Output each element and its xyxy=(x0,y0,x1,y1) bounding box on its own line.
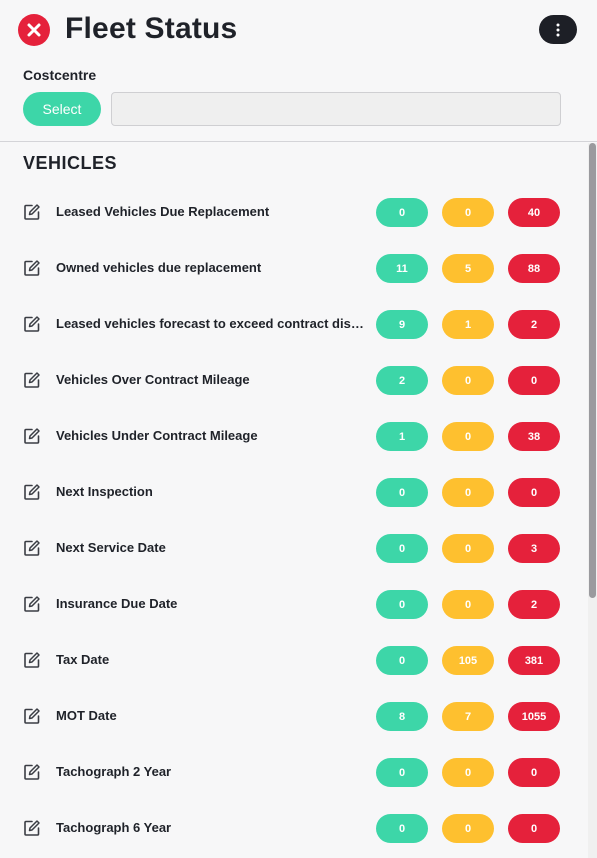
more-menu-button[interactable] xyxy=(539,15,577,44)
row-label: Vehicles Under Contract Mileage xyxy=(56,428,258,443)
red-count-badge[interactable]: 2 xyxy=(508,310,560,339)
amber-count-badge[interactable]: 7 xyxy=(442,702,494,731)
list-item: Owned vehicles due replacement 11 5 88 xyxy=(0,240,585,296)
edit-icon[interactable] xyxy=(23,707,41,725)
costcentre-input[interactable] xyxy=(111,92,561,126)
red-count-badge[interactable]: 38 xyxy=(508,422,560,451)
amber-count-badge[interactable]: 105 xyxy=(442,646,494,675)
edit-icon[interactable] xyxy=(23,203,41,221)
amber-count-badge[interactable]: 5 xyxy=(442,254,494,283)
list-item: Leased vehicles forecast to exceed contr… xyxy=(0,296,585,352)
amber-count-badge[interactable]: 1 xyxy=(442,310,494,339)
edit-icon[interactable] xyxy=(23,819,41,837)
row-label: Vehicles Over Contract Mileage xyxy=(56,372,250,387)
green-count-badge[interactable]: 8 xyxy=(376,702,428,731)
vehicle-status-list: Leased Vehicles Due Replacement 0 0 40 Owned… xyxy=(0,184,585,856)
red-count-badge[interactable]: 1055 xyxy=(508,702,560,731)
amber-count-badge[interactable]: 0 xyxy=(442,814,494,843)
list-item: Tachograph 2 Year 0 0 0 xyxy=(0,744,585,800)
amber-count-badge[interactable]: 0 xyxy=(442,198,494,227)
green-count-badge[interactable]: 0 xyxy=(376,478,428,507)
edit-icon[interactable] xyxy=(23,427,41,445)
row-label: Insurance Due Date xyxy=(56,596,178,611)
list-item: Leased Vehicles Due Replacement 0 0 40 xyxy=(0,184,585,240)
list-item: Tachograph 6 Year 0 0 0 xyxy=(0,800,585,856)
edit-icon[interactable] xyxy=(23,539,41,557)
red-count-badge[interactable]: 2 xyxy=(508,590,560,619)
red-count-badge[interactable]: 381 xyxy=(508,646,560,675)
green-count-badge[interactable]: 0 xyxy=(376,534,428,563)
green-count-badge[interactable]: 0 xyxy=(376,814,428,843)
amber-count-badge[interactable]: 0 xyxy=(442,758,494,787)
scrollbar[interactable] xyxy=(588,143,597,858)
row-label: Tachograph 2 Year xyxy=(56,764,172,779)
row-label: Next Service Date xyxy=(56,540,166,555)
edit-icon[interactable] xyxy=(23,259,41,277)
amber-count-badge[interactable]: 0 xyxy=(442,534,494,563)
edit-icon[interactable] xyxy=(23,371,41,389)
row-label: Next Inspection xyxy=(56,484,153,499)
amber-count-badge[interactable]: 0 xyxy=(442,422,494,451)
header: Fleet Status Costcentre Select xyxy=(0,0,597,142)
row-label: Leased vehicles forecast to exceed contr… xyxy=(56,316,364,331)
list-item: MOT Date 8 7 1055 xyxy=(0,688,585,744)
vehicles-panel: VEHICLES Leased Vehicles Due Replacement… xyxy=(0,143,597,858)
edit-icon[interactable] xyxy=(23,763,41,781)
row-label: Leased Vehicles Due Replacement xyxy=(56,204,270,219)
red-count-badge[interactable]: 0 xyxy=(508,478,560,507)
close-button[interactable] xyxy=(18,14,50,46)
section-title: VEHICLES xyxy=(23,153,118,173)
red-count-badge[interactable]: 88 xyxy=(508,254,560,283)
red-count-badge[interactable]: 0 xyxy=(508,758,560,787)
red-count-badge[interactable]: 40 xyxy=(508,198,560,227)
edit-icon[interactable] xyxy=(23,595,41,613)
row-label: Tax Date xyxy=(56,652,110,667)
red-count-badge[interactable]: 0 xyxy=(508,814,560,843)
list-item: Tax Date 0 105 381 xyxy=(0,632,585,688)
list-item: Vehicles Under Contract Mileage 1 0 38 xyxy=(0,408,585,464)
edit-icon[interactable] xyxy=(23,315,41,333)
vertical-dots-icon xyxy=(556,23,560,36)
amber-count-badge[interactable]: 0 xyxy=(442,478,494,507)
list-item: Next Service Date 0 0 3 xyxy=(0,520,585,576)
green-count-badge[interactable]: 0 xyxy=(376,590,428,619)
green-count-badge[interactable]: 2 xyxy=(376,366,428,395)
select-button[interactable]: Select xyxy=(23,92,101,126)
list-item: Vehicles Over Contract Mileage 2 0 0 xyxy=(0,352,585,408)
red-count-badge[interactable]: 3 xyxy=(508,534,560,563)
amber-count-badge[interactable]: 0 xyxy=(442,590,494,619)
scrollbar-thumb[interactable] xyxy=(589,143,596,598)
close-icon xyxy=(27,23,41,37)
row-label: Owned vehicles due replacement xyxy=(56,260,262,275)
amber-count-badge[interactable]: 0 xyxy=(442,366,494,395)
costcentre-label: Costcentre xyxy=(23,67,97,83)
list-item: Next Inspection 0 0 0 xyxy=(0,464,585,520)
row-label: Tachograph 6 Year xyxy=(56,820,172,835)
green-count-badge[interactable]: 0 xyxy=(376,646,428,675)
green-count-badge[interactable]: 9 xyxy=(376,310,428,339)
green-count-badge[interactable]: 1 xyxy=(376,422,428,451)
list-item: Insurance Due Date 0 0 2 xyxy=(0,576,585,632)
green-count-badge[interactable]: 0 xyxy=(376,758,428,787)
row-label: MOT Date xyxy=(56,708,117,723)
edit-icon[interactable] xyxy=(23,651,41,669)
green-count-badge[interactable]: 0 xyxy=(376,198,428,227)
page-title: Fleet Status xyxy=(65,12,238,45)
red-count-badge[interactable]: 0 xyxy=(508,366,560,395)
green-count-badge[interactable]: 11 xyxy=(376,254,428,283)
edit-icon[interactable] xyxy=(23,483,41,501)
